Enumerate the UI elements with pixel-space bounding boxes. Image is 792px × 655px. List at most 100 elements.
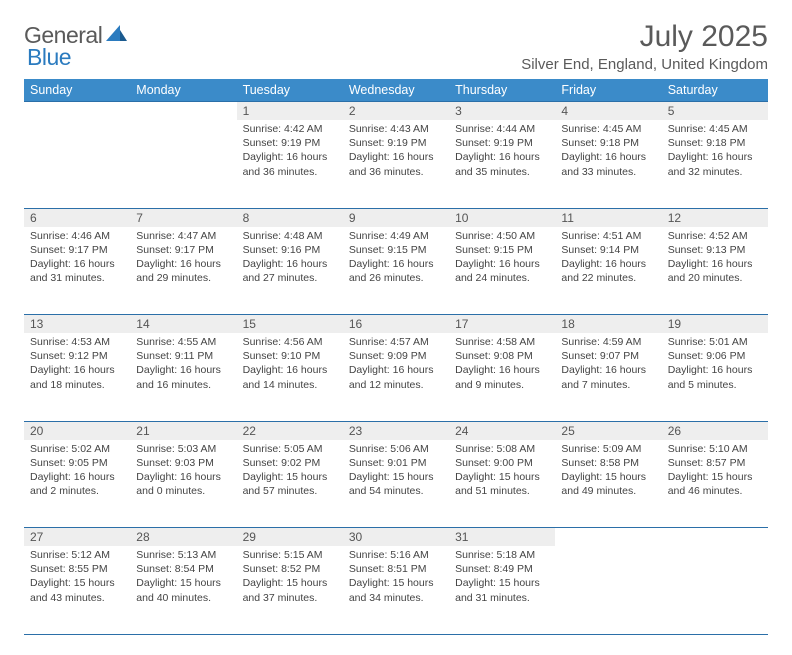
- day-content-cell: Sunrise: 5:05 AMSunset: 9:02 PMDaylight:…: [237, 440, 343, 528]
- day-number-cell: [130, 102, 236, 121]
- calendar-table: Sunday Monday Tuesday Wednesday Thursday…: [24, 79, 768, 635]
- day-number-cell: 24: [449, 421, 555, 440]
- sunrise-line: Sunrise: 5:15 AM: [243, 548, 337, 562]
- day-number-cell: 6: [24, 208, 130, 227]
- day-content-cell: Sunrise: 5:15 AMSunset: 8:52 PMDaylight:…: [237, 546, 343, 634]
- weekday-header: Saturday: [662, 79, 768, 102]
- daylight-line: Daylight: 15 hours and 31 minutes.: [455, 576, 549, 604]
- day-content-row: Sunrise: 5:12 AMSunset: 8:55 PMDaylight:…: [24, 546, 768, 634]
- sunset-line: Sunset: 9:19 PM: [243, 136, 337, 150]
- daylight-line: Daylight: 16 hours and 33 minutes.: [561, 150, 655, 178]
- sunset-line: Sunset: 8:51 PM: [349, 562, 443, 576]
- day-content-cell: Sunrise: 5:10 AMSunset: 8:57 PMDaylight:…: [662, 440, 768, 528]
- day-number-cell: 14: [130, 315, 236, 334]
- day-content-cell: Sunrise: 4:48 AMSunset: 9:16 PMDaylight:…: [237, 227, 343, 315]
- day-content-row: Sunrise: 4:42 AMSunset: 9:19 PMDaylight:…: [24, 120, 768, 208]
- day-content-cell: Sunrise: 4:56 AMSunset: 9:10 PMDaylight:…: [237, 333, 343, 421]
- sunset-line: Sunset: 9:07 PM: [561, 349, 655, 363]
- day-number-cell: 12: [662, 208, 768, 227]
- day-content-cell: Sunrise: 5:13 AMSunset: 8:54 PMDaylight:…: [130, 546, 236, 634]
- sunrise-line: Sunrise: 4:55 AM: [136, 335, 230, 349]
- day-number-cell: 9: [343, 208, 449, 227]
- sunrise-line: Sunrise: 5:18 AM: [455, 548, 549, 562]
- day-content-cell: [130, 120, 236, 208]
- daylight-line: Daylight: 15 hours and 37 minutes.: [243, 576, 337, 604]
- weekday-header-row: Sunday Monday Tuesday Wednesday Thursday…: [24, 79, 768, 102]
- sunrise-line: Sunrise: 4:57 AM: [349, 335, 443, 349]
- daylight-line: Daylight: 15 hours and 40 minutes.: [136, 576, 230, 604]
- day-number-cell: 18: [555, 315, 661, 334]
- sunset-line: Sunset: 8:55 PM: [30, 562, 124, 576]
- day-number-row: 2728293031: [24, 528, 768, 547]
- day-content-cell: Sunrise: 4:57 AMSunset: 9:09 PMDaylight:…: [343, 333, 449, 421]
- day-content-cell: Sunrise: 5:09 AMSunset: 8:58 PMDaylight:…: [555, 440, 661, 528]
- sunset-line: Sunset: 9:17 PM: [30, 243, 124, 257]
- day-content-cell: [555, 546, 661, 634]
- sunrise-line: Sunrise: 5:10 AM: [668, 442, 762, 456]
- day-content-row: Sunrise: 4:53 AMSunset: 9:12 PMDaylight:…: [24, 333, 768, 421]
- brand-text-2-wrap: Blue: [27, 44, 71, 71]
- day-number-cell: 8: [237, 208, 343, 227]
- day-content-cell: Sunrise: 5:01 AMSunset: 9:06 PMDaylight:…: [662, 333, 768, 421]
- day-content-cell: Sunrise: 4:58 AMSunset: 9:08 PMDaylight:…: [449, 333, 555, 421]
- day-content-cell: [24, 120, 130, 208]
- sunrise-line: Sunrise: 4:52 AM: [668, 229, 762, 243]
- sunset-line: Sunset: 9:14 PM: [561, 243, 655, 257]
- daylight-line: Daylight: 16 hours and 36 minutes.: [243, 150, 337, 178]
- day-number-cell: 5: [662, 102, 768, 121]
- daylight-line: Daylight: 16 hours and 0 minutes.: [136, 470, 230, 498]
- daylight-line: Daylight: 16 hours and 12 minutes.: [349, 363, 443, 391]
- daylight-line: Daylight: 16 hours and 2 minutes.: [30, 470, 124, 498]
- sunset-line: Sunset: 9:08 PM: [455, 349, 549, 363]
- sunset-line: Sunset: 9:18 PM: [561, 136, 655, 150]
- daylight-line: Daylight: 16 hours and 36 minutes.: [349, 150, 443, 178]
- sunset-line: Sunset: 9:06 PM: [668, 349, 762, 363]
- month-title: July 2025: [521, 20, 768, 54]
- day-content-cell: Sunrise: 4:51 AMSunset: 9:14 PMDaylight:…: [555, 227, 661, 315]
- day-number-cell: 10: [449, 208, 555, 227]
- brand-text-2: Blue: [27, 44, 71, 70]
- day-content-cell: Sunrise: 5:18 AMSunset: 8:49 PMDaylight:…: [449, 546, 555, 634]
- sunrise-line: Sunrise: 4:45 AM: [561, 122, 655, 136]
- sunrise-line: Sunrise: 5:16 AM: [349, 548, 443, 562]
- day-content-cell: Sunrise: 5:03 AMSunset: 9:03 PMDaylight:…: [130, 440, 236, 528]
- day-number-cell: 31: [449, 528, 555, 547]
- sunrise-line: Sunrise: 4:43 AM: [349, 122, 443, 136]
- sunrise-line: Sunrise: 5:08 AM: [455, 442, 549, 456]
- daylight-line: Daylight: 15 hours and 43 minutes.: [30, 576, 124, 604]
- daylight-line: Daylight: 15 hours and 46 minutes.: [668, 470, 762, 498]
- day-number-cell: 25: [555, 421, 661, 440]
- day-number-cell: 26: [662, 421, 768, 440]
- daylight-line: Daylight: 16 hours and 7 minutes.: [561, 363, 655, 391]
- day-number-cell: [555, 528, 661, 547]
- day-number-cell: 28: [130, 528, 236, 547]
- sunset-line: Sunset: 8:54 PM: [136, 562, 230, 576]
- sunset-line: Sunset: 9:17 PM: [136, 243, 230, 257]
- weekday-header: Tuesday: [237, 79, 343, 102]
- sunrise-line: Sunrise: 5:13 AM: [136, 548, 230, 562]
- daylight-line: Daylight: 15 hours and 51 minutes.: [455, 470, 549, 498]
- sunset-line: Sunset: 9:19 PM: [455, 136, 549, 150]
- sunset-line: Sunset: 9:01 PM: [349, 456, 443, 470]
- day-number-row: 12345: [24, 102, 768, 121]
- sunset-line: Sunset: 9:12 PM: [30, 349, 124, 363]
- sunset-line: Sunset: 8:57 PM: [668, 456, 762, 470]
- daylight-line: Daylight: 16 hours and 32 minutes.: [668, 150, 762, 178]
- sunset-line: Sunset: 9:02 PM: [243, 456, 337, 470]
- sunset-line: Sunset: 9:19 PM: [349, 136, 443, 150]
- day-number-cell: 11: [555, 208, 661, 227]
- day-number-cell: 7: [130, 208, 236, 227]
- sunset-line: Sunset: 9:09 PM: [349, 349, 443, 363]
- day-content-cell: [662, 546, 768, 634]
- day-content-cell: Sunrise: 5:12 AMSunset: 8:55 PMDaylight:…: [24, 546, 130, 634]
- day-number-cell: 23: [343, 421, 449, 440]
- daylight-line: Daylight: 16 hours and 27 minutes.: [243, 257, 337, 285]
- page-header: General July 2025 Silver End, England, U…: [24, 20, 768, 73]
- day-content-cell: Sunrise: 4:45 AMSunset: 9:18 PMDaylight:…: [555, 120, 661, 208]
- day-number-row: 13141516171819: [24, 315, 768, 334]
- brand-triangle-icon: [106, 24, 128, 47]
- sunset-line: Sunset: 8:49 PM: [455, 562, 549, 576]
- sunrise-line: Sunrise: 5:09 AM: [561, 442, 655, 456]
- sunset-line: Sunset: 9:15 PM: [349, 243, 443, 257]
- daylight-line: Daylight: 16 hours and 14 minutes.: [243, 363, 337, 391]
